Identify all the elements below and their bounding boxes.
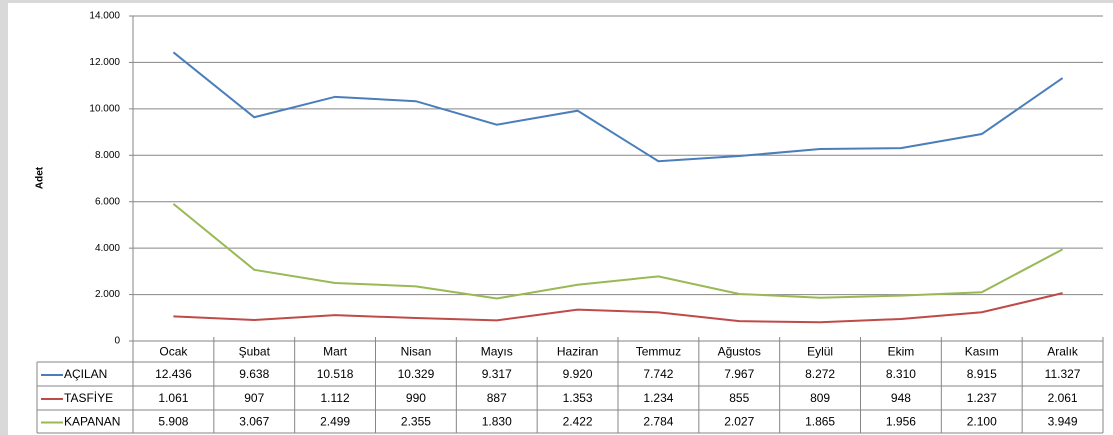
legend-label: KAPANAN [64,415,120,429]
table-value: 809 [810,391,830,405]
table-value: 1.237 [967,391,997,405]
table-value: 7.967 [724,367,754,381]
table-value: 3.067 [239,415,269,429]
x-tick-label: Nisan [401,345,432,359]
table-value: 10.518 [317,367,354,381]
table-value: 2.422 [563,415,593,429]
legend-label: AÇILAN [64,367,107,381]
x-tick-label: Eylül [807,345,833,359]
table-value: 9.920 [563,367,593,381]
table-value: 9.638 [239,367,269,381]
y-tick-label: 2.000 [95,289,120,300]
series-line [172,203,1064,300]
y-tick-label: 10.000 [89,103,120,114]
legend-label: TASFİYE [64,391,113,405]
x-tick-label: Haziran [557,345,598,359]
y-tick-label: 8.000 [95,150,120,161]
table-value: 948 [891,391,911,405]
series-line [173,292,1063,324]
y-tick-label: 14.000 [89,11,120,22]
x-tick-label: Ocak [159,345,188,359]
y-axis-label: Adet [35,166,46,189]
y-tick-label: 0 [114,336,120,347]
table-value: 2.027 [724,415,754,429]
x-tick-label: Temmuz [636,345,681,359]
table-value: 907 [244,391,264,405]
table-value: 1.865 [805,415,835,429]
x-tick-label: Ekim [888,345,915,359]
table-value: 990 [406,391,426,405]
table-value: 8.915 [967,367,997,381]
table-value: 2.784 [643,415,673,429]
table-value: 12.436 [155,367,192,381]
table-value: 1.234 [643,391,673,405]
y-tick-label: 4.000 [95,243,120,254]
table-value: 1.112 [321,391,350,405]
table-value: 1.830 [482,415,512,429]
table-value: 1.061 [158,391,188,405]
table-value: 9.317 [482,367,512,381]
table-value: 2.061 [1048,391,1078,405]
x-tick-label: Mart [323,345,348,359]
table-value: 8.272 [805,367,835,381]
table-value: 2.499 [320,415,350,429]
table-value: 887 [487,391,507,405]
table-value: 7.742 [643,367,673,381]
table-value: 855 [729,391,749,405]
x-tick-label: Mayıs [481,345,513,359]
table-value: 10.329 [398,367,435,381]
table-value: 2.100 [967,415,997,429]
y-tick-label: 12.000 [89,57,120,68]
x-tick-label: Şubat [239,345,271,359]
x-tick-label: Ağustos [718,345,761,359]
x-tick-label: Kasım [965,345,999,359]
x-tick-label: Aralık [1047,345,1079,359]
table-value: 3.949 [1048,415,1078,429]
table-value: 5.908 [158,415,188,429]
series-line [172,51,1064,163]
table-value: 8.310 [886,367,916,381]
y-tick-label: 6.000 [95,196,120,207]
table-value: 2.355 [401,415,431,429]
table-value: 1.956 [886,415,916,429]
table-value: 1.353 [563,391,593,405]
table-value: 11.327 [1045,367,1081,381]
